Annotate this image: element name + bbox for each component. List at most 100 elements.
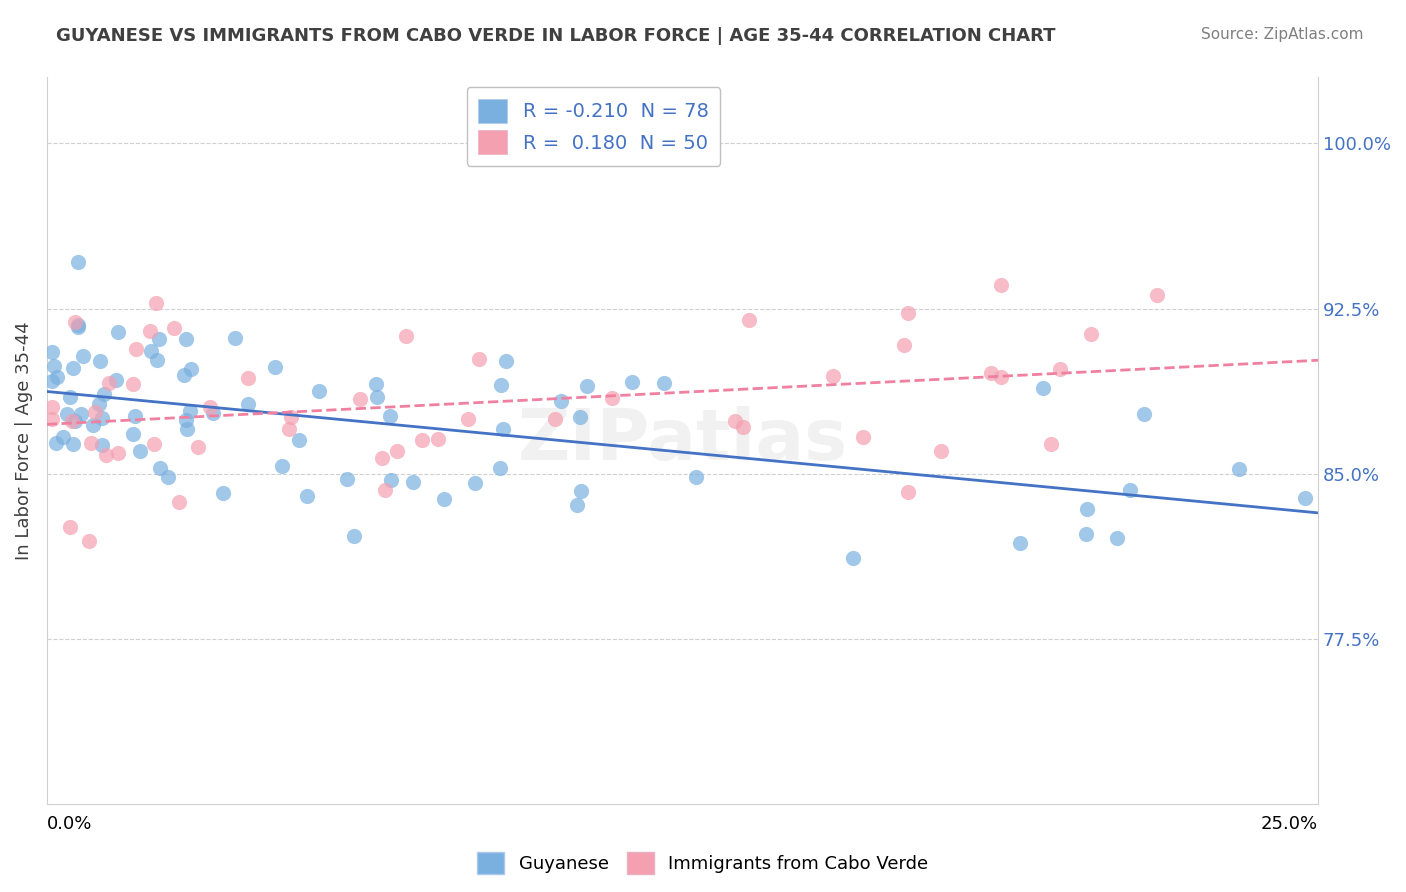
- Point: [411, 434, 433, 448]
- Point: [84, 405, 107, 419]
- Point: [107, 326, 129, 340]
- Point: [46, 369, 69, 384]
- Point: [897, 485, 920, 500]
- Point: [45, 435, 67, 450]
- Point: [569, 484, 592, 499]
- Point: [575, 379, 598, 393]
- Point: [44, 359, 66, 373]
- Point: [63, 315, 86, 329]
- Point: [128, 444, 150, 458]
- Point: [733, 420, 755, 434]
- Point: [52, 430, 75, 444]
- Text: 0.0%: 0.0%: [46, 815, 93, 833]
- Point: [93, 387, 115, 401]
- Point: [893, 338, 915, 352]
- Point: [1119, 483, 1142, 497]
- Point: [41, 374, 63, 388]
- Point: [343, 529, 366, 543]
- Point: [124, 409, 146, 423]
- Point: [139, 325, 162, 339]
- Point: [565, 499, 588, 513]
- Point: [1080, 327, 1102, 342]
- Point: [489, 378, 512, 392]
- Point: [685, 470, 707, 484]
- Point: [62, 437, 84, 451]
- Point: [288, 434, 311, 448]
- Point: [41, 344, 63, 359]
- Point: [600, 391, 623, 405]
- Point: [263, 360, 285, 375]
- Point: [366, 377, 388, 392]
- Point: [167, 495, 190, 509]
- Point: [70, 407, 93, 421]
- Point: [72, 349, 94, 363]
- Point: [236, 396, 259, 410]
- Point: [468, 351, 491, 366]
- Point: [82, 417, 104, 432]
- Point: [738, 313, 761, 327]
- Point: [141, 343, 163, 358]
- Point: [495, 353, 517, 368]
- Point: [1076, 501, 1098, 516]
- Point: [67, 319, 90, 334]
- Point: [41, 401, 63, 415]
- Point: [1294, 491, 1316, 505]
- Point: [163, 321, 186, 335]
- Point: [280, 409, 302, 424]
- Point: [105, 373, 128, 387]
- Point: [842, 551, 865, 566]
- Point: [179, 404, 201, 418]
- Point: [544, 412, 567, 426]
- Point: [60, 414, 83, 428]
- Point: [427, 432, 450, 446]
- Point: [149, 460, 172, 475]
- Point: [187, 440, 209, 454]
- Point: [821, 368, 844, 383]
- Point: [224, 330, 246, 344]
- Point: [201, 406, 224, 420]
- Text: ZIPatlas: ZIPatlas: [517, 406, 848, 475]
- Point: [1049, 362, 1071, 376]
- Point: [897, 305, 920, 319]
- Point: [62, 360, 84, 375]
- Point: [980, 367, 1002, 381]
- Point: [146, 353, 169, 368]
- Point: [174, 332, 197, 346]
- Point: [59, 390, 82, 404]
- Point: [124, 342, 146, 356]
- Point: [394, 329, 416, 343]
- Point: [990, 370, 1012, 384]
- Point: [211, 486, 233, 500]
- Point: [66, 318, 89, 332]
- Point: [295, 489, 318, 503]
- Point: [724, 414, 747, 428]
- Point: [349, 392, 371, 406]
- Point: [308, 384, 330, 399]
- Point: [380, 473, 402, 487]
- Point: [1146, 288, 1168, 302]
- Point: [198, 400, 221, 414]
- Point: [852, 429, 875, 443]
- Point: [89, 397, 111, 411]
- Point: [1039, 437, 1062, 451]
- Legend: R = -0.210  N = 78, R =  0.180  N = 50: R = -0.210 N = 78, R = 0.180 N = 50: [467, 87, 720, 166]
- Point: [270, 459, 292, 474]
- Point: [238, 370, 260, 384]
- Point: [107, 446, 129, 460]
- Point: [143, 437, 166, 451]
- Point: [173, 368, 195, 382]
- Point: [1031, 381, 1053, 395]
- Point: [1227, 462, 1250, 476]
- Point: [492, 422, 515, 436]
- Point: [41, 411, 63, 425]
- Point: [380, 409, 402, 423]
- Point: [156, 469, 179, 483]
- Point: [385, 443, 408, 458]
- Point: [550, 394, 572, 409]
- Point: [464, 476, 486, 491]
- Text: GUYANESE VS IMMIGRANTS FROM CABO VERDE IN LABOR FORCE | AGE 35-44 CORRELATION CH: GUYANESE VS IMMIGRANTS FROM CABO VERDE I…: [56, 27, 1056, 45]
- Point: [94, 449, 117, 463]
- Point: [80, 435, 103, 450]
- Point: [621, 375, 644, 389]
- Point: [1133, 407, 1156, 421]
